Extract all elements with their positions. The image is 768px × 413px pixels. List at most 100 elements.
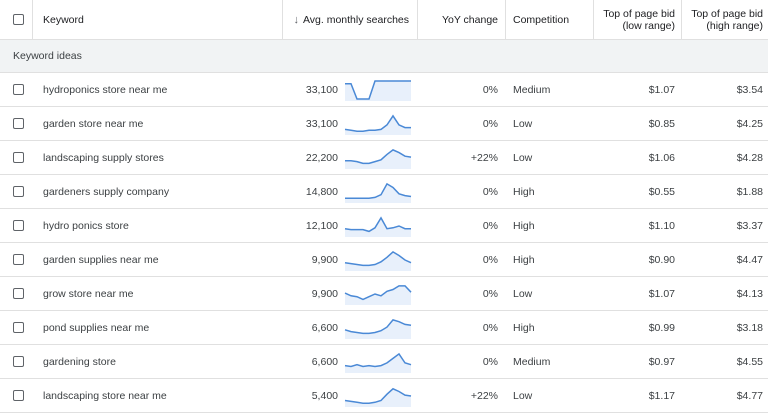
row-checkbox[interactable]: [13, 220, 24, 231]
table-row[interactable]: gardeners supply company 14,800 0% High $0.5…: [0, 175, 768, 209]
competition-cell: Low: [513, 141, 593, 174]
bid-low-cell: $1.17: [593, 379, 675, 412]
row-checkbox[interactable]: [13, 118, 24, 129]
row-checkbox[interactable]: [13, 152, 24, 163]
table-row[interactable]: landscaping store near me 5,400 +22% Low $1.…: [0, 379, 768, 413]
keyword-text: pond supplies near me: [43, 321, 150, 334]
sparkline-area: [345, 388, 411, 407]
yoy-cell: 0%: [417, 73, 500, 106]
header-bid-high[interactable]: Top of page bid (high range): [681, 0, 763, 39]
trend-sparkline[interactable]: [344, 243, 412, 276]
header-competition[interactable]: Competition: [513, 0, 593, 39]
bid-high-cell: $4.55: [681, 345, 763, 378]
table-row[interactable]: garden supplies near me 9,900 0% High $0.90 $…: [0, 243, 768, 277]
keyword-text: landscaping supply stores: [43, 151, 164, 164]
competition-value: High: [513, 185, 535, 198]
group-row: Keyword ideas: [0, 40, 768, 73]
sparkline-line: [345, 148, 412, 164]
yoy-cell: 0%: [417, 107, 500, 140]
keyword-cell: landscaping supply stores: [43, 141, 283, 174]
table-row[interactable]: pond supplies near me 6,600 0% High $0.99 $3.…: [0, 311, 768, 345]
bid-high-value: $4.47: [736, 253, 763, 266]
table-row[interactable]: hydroponics store near me 33,100 0% Medium $…: [0, 73, 768, 107]
column-divider: [593, 0, 594, 39]
sparkline-area: [345, 80, 411, 101]
keyword-cell: garden store near me: [43, 107, 283, 140]
row-checkbox[interactable]: [13, 84, 24, 95]
sparkline-chart: [344, 284, 412, 305]
yoy-cell: +22%: [417, 379, 500, 412]
trend-sparkline[interactable]: [344, 379, 412, 412]
sparkline-chart: [344, 318, 412, 339]
row-checkbox[interactable]: [13, 390, 24, 401]
trend-sparkline[interactable]: [344, 209, 412, 242]
sparkline-line: [344, 284, 412, 300]
keyword-cell: garden supplies near me: [43, 243, 283, 276]
keyword-text: landscaping store near me: [43, 389, 167, 402]
table-row[interactable]: hydro ponics store 12,100 0% High $1.10 $3.37: [0, 209, 768, 243]
trend-sparkline[interactable]: [344, 345, 412, 378]
trend-sparkline[interactable]: [344, 107, 412, 140]
sparkline-line: [344, 114, 411, 132]
row-checkbox[interactable]: [13, 322, 24, 333]
trend-sparkline[interactable]: [344, 141, 412, 174]
yoy-cell: 0%: [417, 345, 500, 378]
competition-value: High: [513, 321, 535, 334]
row-checkbox[interactable]: [13, 288, 24, 299]
searches-value: 6,600: [311, 355, 338, 368]
header-competition-label: Competition: [513, 13, 570, 26]
bid-low-cell: $1.07: [593, 73, 675, 106]
searches-cell: 22,200: [282, 141, 338, 174]
table-header: Keyword ↓ Avg. monthly searches YoY chan…: [0, 0, 768, 40]
row-checkbox-cell: [13, 107, 33, 140]
bid-high-value: $4.55: [736, 355, 763, 368]
arrow-down-icon: ↓: [293, 13, 299, 26]
header-checkbox-cell: [13, 0, 33, 39]
yoy-cell: 0%: [417, 243, 500, 276]
row-checkbox[interactable]: [13, 186, 24, 197]
sparkline-line: [345, 79, 411, 100]
keyword-text: grow store near me: [43, 287, 134, 300]
row-checkbox-cell: [13, 73, 33, 106]
searches-cell: 12,100: [282, 209, 338, 242]
header-bid-low[interactable]: Top of page bid (low range): [593, 0, 675, 39]
yoy-value: 0%: [482, 321, 498, 334]
sparkline-area: [345, 217, 411, 237]
trend-sparkline[interactable]: [344, 73, 412, 106]
row-checkbox[interactable]: [13, 356, 24, 367]
header-bid-low-line1: Top of page bid: [603, 7, 675, 20]
table-row[interactable]: garden store near me 33,100 0% Low $0.85 $4.2…: [0, 107, 768, 141]
column-divider: [32, 0, 33, 39]
competition-cell: Low: [513, 379, 593, 412]
trend-sparkline[interactable]: [344, 311, 412, 344]
bid-low-cell: $1.07: [593, 277, 675, 310]
table-row[interactable]: grow store near me 9,900 0% Low $1.07 $4.13: [0, 277, 768, 311]
bid-low-value: $0.55: [648, 185, 675, 198]
header-yoy[interactable]: YoY change: [417, 0, 500, 39]
header-keyword[interactable]: Keyword: [43, 0, 283, 39]
bid-low-cell: $1.06: [593, 141, 675, 174]
header-avg-searches[interactable]: ↓ Avg. monthly searches: [282, 0, 413, 39]
sparkline-line: [344, 250, 412, 266]
searches-value: 9,900: [311, 253, 338, 266]
select-all-checkbox[interactable]: [13, 14, 24, 25]
bid-high-cell: $4.25: [681, 107, 763, 140]
yoy-value: +22%: [470, 151, 498, 164]
yoy-cell: 0%: [417, 175, 500, 208]
table-row[interactable]: landscaping supply stores 22,200 +22% Low $1…: [0, 141, 768, 175]
bid-low-value: $1.07: [648, 287, 675, 300]
header-bid-high-line2: (high range): [706, 19, 763, 32]
row-checkbox[interactable]: [13, 254, 24, 265]
competition-value: Low: [513, 389, 533, 402]
trend-sparkline[interactable]: [344, 277, 412, 310]
row-checkbox-cell: [13, 175, 33, 208]
table-row[interactable]: gardening store 6,600 0% Medium $0.97 $4.55: [0, 345, 768, 379]
sparkline-area: [345, 149, 411, 169]
sparkline-chart: [345, 182, 412, 203]
bid-low-value: $1.06: [648, 151, 675, 164]
trend-sparkline[interactable]: [344, 175, 412, 208]
header-keyword-label: Keyword: [43, 13, 84, 26]
keyword-cell: landscaping store near me: [43, 379, 283, 412]
searches-cell: 9,900: [282, 277, 338, 310]
searches-value: 33,100: [305, 83, 338, 96]
